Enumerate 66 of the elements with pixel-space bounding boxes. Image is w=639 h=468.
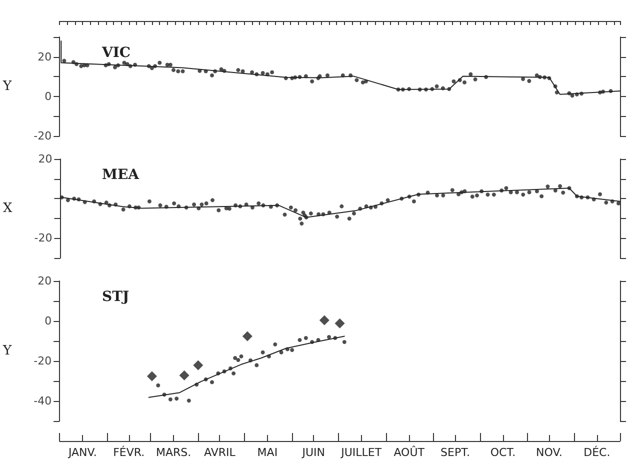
point [204,377,208,382]
y-axis-title: Y [2,344,12,358]
point [216,371,220,376]
x-tick-label: AOÛT [394,445,425,459]
x-tick-label: OCT. [490,446,516,459]
point [334,318,345,328]
point [168,397,172,402]
y-axis-title: Y [2,79,12,94]
point [194,382,199,387]
point [260,350,265,354]
y-tick-label: 20 [38,152,52,166]
point [222,369,226,374]
line-series [61,188,620,218]
x-tick-label: JANV. [67,446,97,459]
point [304,336,308,340]
x-tick-label: JUIN [301,446,326,459]
y-axis-title: X [2,201,13,216]
y-tick-label: -20 [34,232,52,245]
point [179,370,190,380]
point [316,338,320,342]
y-tick-label: -20 [34,130,52,142]
point [290,348,294,352]
point [285,347,290,352]
text: STJ [102,289,130,305]
point [228,366,232,370]
y-tick-label: 0 [44,90,52,103]
point [333,336,338,340]
y-tick-label: -40 [34,394,52,408]
point [236,358,240,362]
point [310,340,314,344]
point [248,358,252,362]
point [298,338,302,342]
line-series [60,40,620,95]
line-series [148,336,345,398]
x-tick-label: FÉVR. [113,445,145,459]
point [319,315,330,326]
y-tick-label: 20 [38,50,52,64]
x-tick-label: DÉC. [584,445,610,459]
x-tick-label: JUILLET [340,446,382,459]
point [156,383,160,388]
text: VIC [101,45,131,61]
point [232,371,236,376]
point [242,331,252,342]
point [279,350,284,354]
point [273,342,278,346]
x-tick-label: NOV. [536,446,562,459]
point [342,340,346,344]
point [254,363,259,368]
x-tick-label: SEPT. [440,446,470,459]
x-tick-label: MARS. [156,446,192,459]
y-tick-label: -20 [34,354,52,368]
point [239,354,244,358]
point [162,392,166,397]
text: MEA [102,167,140,183]
point [146,371,157,382]
y-tick-label: 20 [38,274,52,288]
y-tick-label: 0 [44,314,52,328]
point [186,398,191,403]
x-tick-label: AVRIL [204,446,236,459]
point [266,354,271,358]
x-tick-label: MAI [257,446,278,459]
point [193,360,204,370]
point [174,396,179,401]
point [327,335,332,339]
point [233,356,238,360]
point [210,380,214,384]
